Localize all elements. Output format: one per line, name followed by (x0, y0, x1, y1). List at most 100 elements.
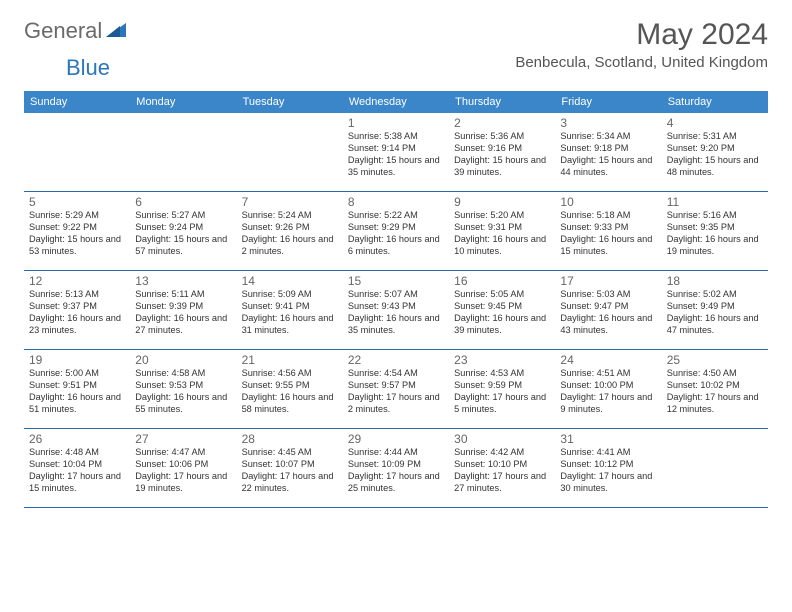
daylight-text: Daylight: 17 hours and 30 minutes. (560, 471, 656, 495)
daylight-text: Daylight: 17 hours and 5 minutes. (454, 392, 550, 416)
day-cell: 26Sunrise: 4:48 AMSunset: 10:04 PMDaylig… (24, 429, 130, 507)
daylight-text: Daylight: 16 hours and 15 minutes. (560, 234, 656, 258)
sunrise-text: Sunrise: 5:07 AM (348, 289, 444, 301)
day-number: 6 (135, 195, 231, 209)
week-row: 26Sunrise: 4:48 AMSunset: 10:04 PMDaylig… (24, 429, 768, 508)
daylight-text: Daylight: 16 hours and 43 minutes. (560, 313, 656, 337)
sunrise-text: Sunrise: 4:53 AM (454, 368, 550, 380)
sunset-text: Sunset: 9:18 PM (560, 143, 656, 155)
day-cell: 6Sunrise: 5:27 AMSunset: 9:24 PMDaylight… (130, 192, 236, 270)
day-number: 27 (135, 432, 231, 446)
sunset-text: Sunset: 10:00 PM (560, 380, 656, 392)
title-block: May 2024 Benbecula, Scotland, United Kin… (515, 18, 768, 71)
daylight-text: Daylight: 16 hours and 55 minutes. (135, 392, 231, 416)
daylight-text: Daylight: 16 hours and 27 minutes. (135, 313, 231, 337)
daylight-text: Daylight: 16 hours and 39 minutes. (454, 313, 550, 337)
sunset-text: Sunset: 10:10 PM (454, 459, 550, 471)
calendar-grid: Sunday Monday Tuesday Wednesday Thursday… (24, 91, 768, 508)
sunset-text: Sunset: 9:37 PM (29, 301, 125, 313)
sunset-text: Sunset: 9:47 PM (560, 301, 656, 313)
sunrise-text: Sunrise: 5:03 AM (560, 289, 656, 301)
sunset-text: Sunset: 9:16 PM (454, 143, 550, 155)
daylight-text: Daylight: 16 hours and 6 minutes. (348, 234, 444, 258)
week-row: 1Sunrise: 5:38 AMSunset: 9:14 PMDaylight… (24, 113, 768, 192)
day-number: 30 (454, 432, 550, 446)
day-number: 23 (454, 353, 550, 367)
sunset-text: Sunset: 9:24 PM (135, 222, 231, 234)
sunset-text: Sunset: 9:45 PM (454, 301, 550, 313)
weeks-container: 1Sunrise: 5:38 AMSunset: 9:14 PMDaylight… (24, 113, 768, 508)
day-cell: 15Sunrise: 5:07 AMSunset: 9:43 PMDayligh… (343, 271, 449, 349)
day-cell (237, 113, 343, 191)
day-cell: 8Sunrise: 5:22 AMSunset: 9:29 PMDaylight… (343, 192, 449, 270)
day-cell: 21Sunrise: 4:56 AMSunset: 9:55 PMDayligh… (237, 350, 343, 428)
day-number: 14 (242, 274, 338, 288)
daylight-text: Daylight: 17 hours and 9 minutes. (560, 392, 656, 416)
daylight-text: Daylight: 17 hours and 25 minutes. (348, 471, 444, 495)
day-number: 11 (667, 195, 763, 209)
logo: General (24, 18, 128, 44)
logo-triangle-icon (106, 21, 126, 42)
sunrise-text: Sunrise: 5:05 AM (454, 289, 550, 301)
sunset-text: Sunset: 9:22 PM (29, 222, 125, 234)
sunrise-text: Sunrise: 5:11 AM (135, 289, 231, 301)
weekday-header: Friday (555, 91, 661, 113)
day-number: 26 (29, 432, 125, 446)
day-number: 1 (348, 116, 444, 130)
sunrise-text: Sunrise: 4:58 AM (135, 368, 231, 380)
sunrise-text: Sunrise: 5:02 AM (667, 289, 763, 301)
sunset-text: Sunset: 9:39 PM (135, 301, 231, 313)
sunrise-text: Sunrise: 4:41 AM (560, 447, 656, 459)
day-cell: 17Sunrise: 5:03 AMSunset: 9:47 PMDayligh… (555, 271, 661, 349)
sunrise-text: Sunrise: 4:50 AM (667, 368, 763, 380)
month-title: May 2024 (515, 18, 768, 52)
daylight-text: Daylight: 15 hours and 57 minutes. (135, 234, 231, 258)
weekday-header: Sunday (24, 91, 130, 113)
day-number: 29 (348, 432, 444, 446)
day-cell: 16Sunrise: 5:05 AMSunset: 9:45 PMDayligh… (449, 271, 555, 349)
day-cell: 24Sunrise: 4:51 AMSunset: 10:00 PMDaylig… (555, 350, 661, 428)
day-cell: 31Sunrise: 4:41 AMSunset: 10:12 PMDaylig… (555, 429, 661, 507)
sunrise-text: Sunrise: 5:20 AM (454, 210, 550, 222)
daylight-text: Daylight: 15 hours and 35 minutes. (348, 155, 444, 179)
sunrise-text: Sunrise: 4:51 AM (560, 368, 656, 380)
sunrise-text: Sunrise: 5:16 AM (667, 210, 763, 222)
daylight-text: Daylight: 17 hours and 12 minutes. (667, 392, 763, 416)
sunset-text: Sunset: 9:55 PM (242, 380, 338, 392)
sunset-text: Sunset: 9:35 PM (667, 222, 763, 234)
day-cell: 20Sunrise: 4:58 AMSunset: 9:53 PMDayligh… (130, 350, 236, 428)
sunset-text: Sunset: 9:51 PM (29, 380, 125, 392)
day-cell: 2Sunrise: 5:36 AMSunset: 9:16 PMDaylight… (449, 113, 555, 191)
day-number: 18 (667, 274, 763, 288)
day-number: 17 (560, 274, 656, 288)
daylight-text: Daylight: 16 hours and 31 minutes. (242, 313, 338, 337)
sunset-text: Sunset: 9:31 PM (454, 222, 550, 234)
sunrise-text: Sunrise: 5:31 AM (667, 131, 763, 143)
location-subtitle: Benbecula, Scotland, United Kingdom (515, 54, 768, 71)
sunrise-text: Sunrise: 4:44 AM (348, 447, 444, 459)
day-cell: 13Sunrise: 5:11 AMSunset: 9:39 PMDayligh… (130, 271, 236, 349)
day-number: 12 (29, 274, 125, 288)
day-cell: 10Sunrise: 5:18 AMSunset: 9:33 PMDayligh… (555, 192, 661, 270)
day-cell: 22Sunrise: 4:54 AMSunset: 9:57 PMDayligh… (343, 350, 449, 428)
day-number: 9 (454, 195, 550, 209)
sunrise-text: Sunrise: 4:56 AM (242, 368, 338, 380)
day-cell: 1Sunrise: 5:38 AMSunset: 9:14 PMDaylight… (343, 113, 449, 191)
calendar-page: General May 2024 Benbecula, Scotland, Un… (0, 0, 792, 508)
day-cell: 14Sunrise: 5:09 AMSunset: 9:41 PMDayligh… (237, 271, 343, 349)
sunset-text: Sunset: 9:33 PM (560, 222, 656, 234)
daylight-text: Daylight: 16 hours and 58 minutes. (242, 392, 338, 416)
day-number: 21 (242, 353, 338, 367)
day-cell: 9Sunrise: 5:20 AMSunset: 9:31 PMDaylight… (449, 192, 555, 270)
day-cell: 5Sunrise: 5:29 AMSunset: 9:22 PMDaylight… (24, 192, 130, 270)
sunrise-text: Sunrise: 5:38 AM (348, 131, 444, 143)
logo-text-blue: Blue (66, 55, 110, 81)
daylight-text: Daylight: 15 hours and 53 minutes. (29, 234, 125, 258)
sunrise-text: Sunrise: 5:27 AM (135, 210, 231, 222)
day-number: 10 (560, 195, 656, 209)
day-cell: 28Sunrise: 4:45 AMSunset: 10:07 PMDaylig… (237, 429, 343, 507)
day-number: 7 (242, 195, 338, 209)
daylight-text: Daylight: 15 hours and 48 minutes. (667, 155, 763, 179)
day-cell (24, 113, 130, 191)
day-number: 20 (135, 353, 231, 367)
